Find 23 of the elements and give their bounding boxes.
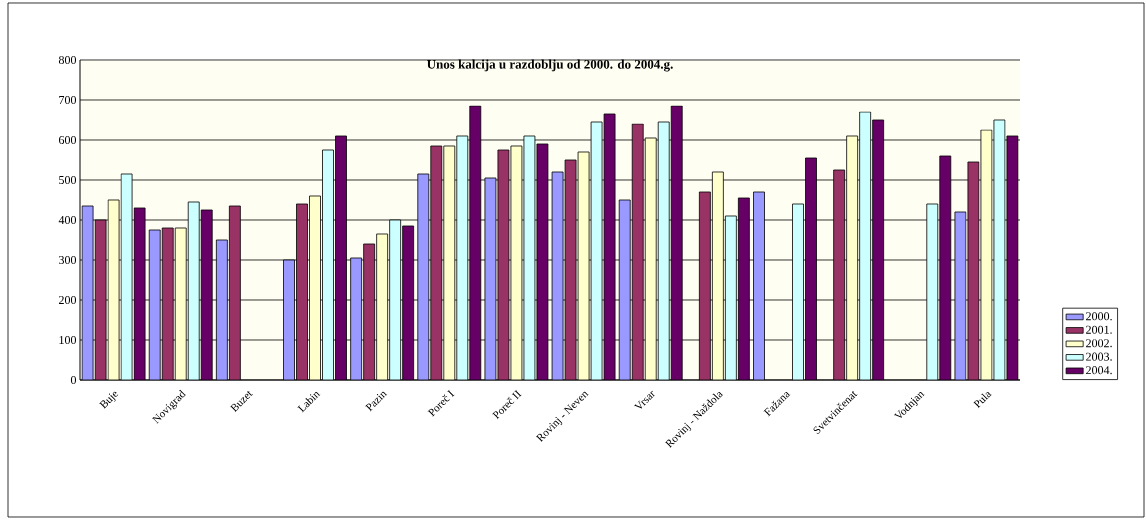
y-tick-label: 700 [59,95,77,105]
x-tick-label: Buje [99,391,119,409]
y-tick-label: 400 [58,215,77,225]
bar [148,229,161,380]
bar [618,199,631,380]
y-tick-label: 500 [59,175,77,185]
chart-title: Unos kalcija u razdoblju od 2000. do 2004.g. [427,59,673,72]
y-tick-label: 0 [70,375,77,385]
y-tick-label: 800 [58,55,77,65]
y-tick-label: 600 [59,135,77,145]
x-tick-label: Pula [973,392,992,409]
x-tick-label: Vrsar [634,390,656,409]
bar [215,239,228,380]
y-tick-label: 300 [59,255,77,265]
legend-label: 2000. [1086,312,1112,321]
legend-label: 2004. [1086,366,1112,375]
y-tick-label: 200 [59,295,77,305]
bar [417,173,430,380]
legend-label: 2001. [1086,325,1112,334]
y-tick-label: 100 [59,335,77,345]
bar [753,191,765,380]
legend-label: 2003. [1086,352,1112,361]
legend-label: 2002. [1086,339,1112,348]
